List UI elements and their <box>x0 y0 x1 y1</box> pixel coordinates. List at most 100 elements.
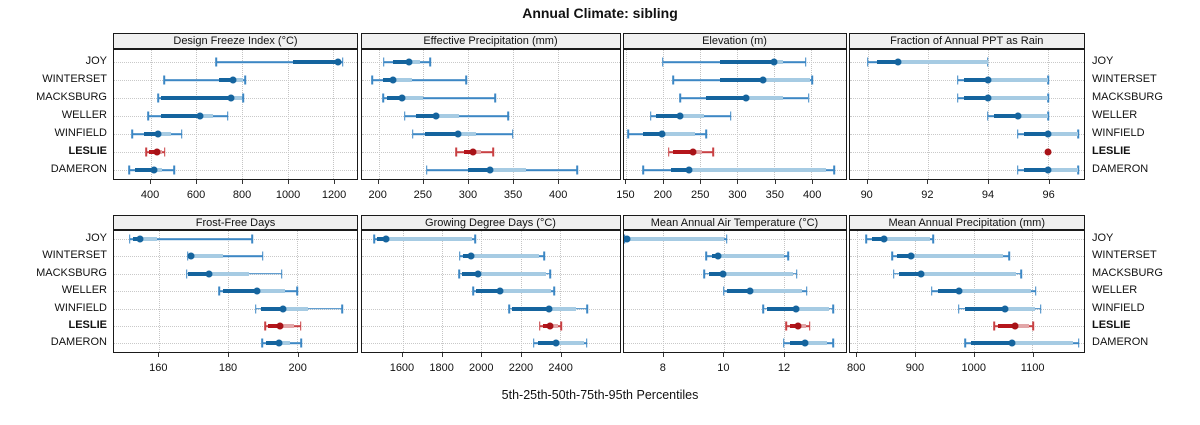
row-guideline <box>623 308 846 310</box>
cap-5th <box>261 338 263 348</box>
median-dot <box>984 94 992 102</box>
gridline <box>811 49 813 179</box>
band-50th-75th <box>401 96 424 100</box>
cap-5th <box>642 165 645 175</box>
chart-title: Annual Climate: sibling <box>522 5 678 21</box>
tick-label: 8 <box>659 362 666 374</box>
band-50th-75th <box>408 60 420 64</box>
station-label-left-joy: JOY <box>85 232 107 244</box>
series-row-macksburg <box>114 265 357 283</box>
axis-tick <box>866 179 868 184</box>
median-dot <box>746 287 754 295</box>
band-50th-75th <box>279 324 294 328</box>
band-25th-50th <box>392 60 409 64</box>
tick-label: 1600 <box>389 362 415 374</box>
median-dot <box>496 287 504 295</box>
row-guideline <box>849 326 1084 327</box>
cap-5th <box>371 75 374 85</box>
band-25th-50th <box>148 150 158 154</box>
cap-5th <box>650 111 652 121</box>
median-dot <box>153 148 161 156</box>
axis-tick <box>700 179 702 184</box>
station-label-left-winfield: WINFIELD <box>54 301 107 314</box>
cap-5th <box>956 93 959 103</box>
tick-label: 90 <box>860 189 873 201</box>
series-row-dameron <box>623 334 846 351</box>
axis-tick <box>560 352 562 357</box>
series-row-winfield <box>849 125 1084 143</box>
series-row-joy <box>361 231 620 248</box>
tick-label: 180 <box>218 362 238 374</box>
cap-5th <box>539 321 541 331</box>
series-row-weller <box>361 282 620 300</box>
band-50th-75th <box>804 341 828 346</box>
band-25th-50th <box>899 271 921 276</box>
series-row-leslie <box>114 143 357 161</box>
band-25th-50th <box>416 114 436 118</box>
series-row-leslie <box>623 317 846 335</box>
tick-label: 1000 <box>961 362 987 374</box>
median-dot <box>801 339 809 347</box>
gridline <box>557 49 559 179</box>
band-50th-75th <box>680 114 705 118</box>
axis-tick <box>288 179 290 184</box>
series-row-macksburg <box>849 265 1084 283</box>
median-dot <box>714 252 722 260</box>
series-row-macksburg <box>849 89 1084 107</box>
cap-95th <box>576 165 579 175</box>
median-dot <box>389 76 397 84</box>
tick-label: 400 <box>549 189 568 201</box>
median-dot <box>205 270 213 278</box>
median-dot <box>759 76 767 84</box>
row-guideline <box>623 343 846 345</box>
tick-label: 800 <box>846 362 866 374</box>
cap-5th <box>403 111 406 121</box>
panel-header-effective-precipitation-mm: Effective Precipitation (mm) <box>360 33 621 49</box>
band-25th-50th <box>937 289 960 294</box>
median-dot <box>917 270 925 278</box>
band-25th-50th <box>789 324 798 328</box>
band-50th-75th <box>987 96 1048 100</box>
series-row-leslie <box>361 317 620 335</box>
tick-label: 94 <box>981 189 995 201</box>
median-dot <box>685 166 693 174</box>
band-50th-75th <box>795 306 829 311</box>
row-guideline <box>849 170 1084 171</box>
row-guideline <box>361 62 620 63</box>
band-50th-75th <box>718 254 784 259</box>
station-label-left-weller: WELLER <box>61 109 107 121</box>
median-dot <box>276 322 284 330</box>
band-25th-50th <box>461 271 478 276</box>
tick-label: 600 <box>186 189 206 201</box>
band-50th-75th <box>392 78 412 82</box>
gridline <box>626 49 628 179</box>
band-50th-75th <box>688 168 827 172</box>
cap-95th <box>832 304 834 314</box>
median-dot <box>398 94 406 102</box>
panel-mean-annual-air-temperature-c <box>622 230 847 353</box>
axis-tick <box>377 179 379 184</box>
station-label-left-dameron: DAMERON <box>50 336 107 349</box>
cap-5th <box>373 234 375 244</box>
series-row-macksburg <box>361 89 620 107</box>
cap-95th <box>474 234 477 244</box>
gridline <box>737 49 739 179</box>
series-row-macksburg <box>361 265 620 283</box>
cap-5th <box>703 269 706 279</box>
percentiles-caption: 5th-25th-50th-75th-95th Percentiles <box>501 388 699 402</box>
axis-tick <box>422 179 424 184</box>
series-row-dameron <box>361 334 620 351</box>
series-row-joy <box>114 53 357 71</box>
row-guideline <box>361 343 620 345</box>
station-label-right-dameron: DAMERON <box>1092 336 1149 349</box>
band-25th-50th <box>468 168 490 172</box>
axis-tick <box>467 179 469 184</box>
cap-95th <box>1077 165 1079 175</box>
band-50th-75th <box>693 150 702 154</box>
row-guideline <box>623 239 846 240</box>
gridline <box>242 49 243 179</box>
series-row-weller <box>849 107 1084 125</box>
axis-tick <box>1048 179 1050 184</box>
cap-5th <box>533 338 535 348</box>
band-25th-50th <box>993 114 1018 118</box>
